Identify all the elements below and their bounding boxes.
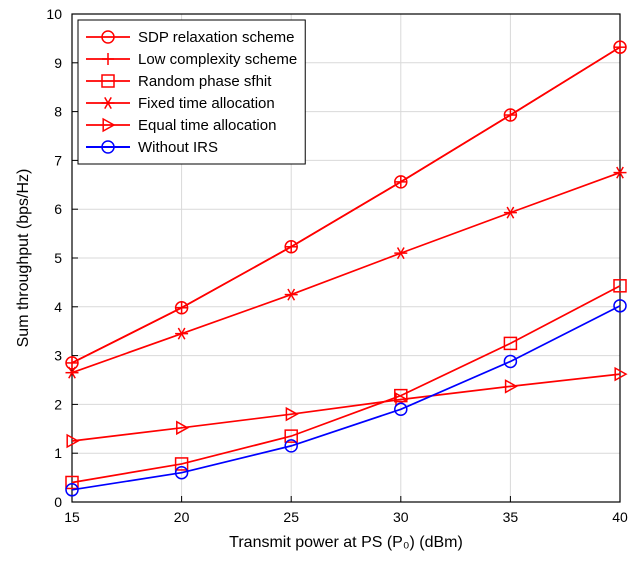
- x-tick-label: 15: [64, 509, 80, 525]
- throughput-chart: 15 20 25 30 35 40 0 1 2 3 4 5 6 7 8 9 10 Transmit power a…: [0, 0, 640, 571]
- y-tick-label: 6: [54, 201, 62, 217]
- chart-container: 15 20 25 30 35 40 0 1 2 3 4 5 6 7 8 9 10 Transmit power a…: [0, 0, 640, 571]
- x-axis-label: Transmit power at PS (P₀) (dBm): [229, 534, 463, 551]
- legend-label: Without IRS: [138, 139, 218, 156]
- y-tick-label: 10: [46, 6, 62, 22]
- x-tick-label: 25: [283, 509, 299, 525]
- y-tick-label: 7: [54, 152, 62, 168]
- y-tick-label: 5: [54, 250, 62, 266]
- y-tick-label: 2: [54, 396, 62, 412]
- y-tick-label: 9: [54, 55, 62, 71]
- y-tick-label: 0: [54, 494, 62, 510]
- legend-label: Equal time allocation: [138, 117, 276, 134]
- x-tick-label: 35: [503, 509, 519, 525]
- legend-label: Random phase sfhit: [138, 73, 272, 90]
- y-tick-label: 8: [54, 104, 62, 120]
- legend-label: SDP relaxation scheme: [138, 29, 294, 46]
- x-tick-label: 40: [612, 509, 628, 525]
- y-tick-label: 4: [54, 299, 62, 315]
- y-axis-label: Sum throughput (bps/Hz): [15, 169, 32, 348]
- y-tick-label: 1: [54, 445, 62, 461]
- legend-label: Low complexity scheme: [138, 51, 297, 68]
- y-tick-label: 3: [54, 348, 62, 364]
- x-tick-label: 30: [393, 509, 409, 525]
- legend-label: Fixed time allocation: [138, 95, 275, 112]
- x-tick-label: 20: [174, 509, 190, 525]
- legend: SDP relaxation scheme Low complexity sche…: [78, 20, 305, 164]
